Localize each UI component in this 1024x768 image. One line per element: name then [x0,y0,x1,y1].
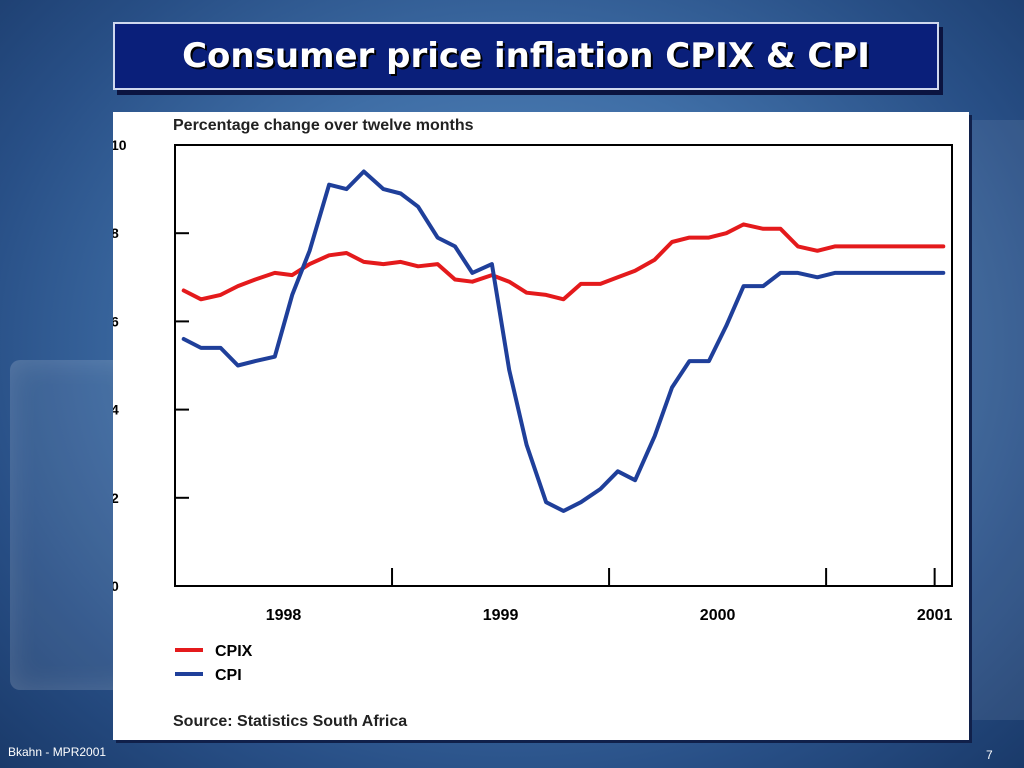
slide-title: Consumer price inflation CPIX & CPI [182,36,870,76]
y-tick-label: 10 [113,137,127,153]
series-line-cpi [181,169,946,513]
series-line-cpix [181,222,946,302]
x-tick-label: 2000 [700,607,736,624]
chart-subtitle: Percentage change over twelve months [173,117,474,134]
y-tick-label: 0 [113,578,119,594]
y-tick-label: 2 [113,490,119,506]
right-edge-decoration [960,120,1024,720]
y-tick-label: 8 [113,225,119,241]
plot-frame [174,144,953,587]
y-tick-label: 4 [113,402,119,418]
footer-author: Bkahn - MPR2001 [8,745,107,759]
slide-title-box: Consumer price inflation CPIX & CPI [113,22,939,90]
x-tick-label: 2001 [917,607,953,624]
chart-axes: 0 2 4 6 8 10 1998 1999 2000 2001 [111,137,953,624]
page-number: 7 [986,748,993,762]
chart-legend: CPIX CPI [175,643,253,684]
chart-source: Source: Statistics South Africa [173,713,407,730]
chart-series [181,169,946,513]
inflation-line-chart: Percentage change over twelve months 0 2 4… [111,117,953,730]
y-tick-label: 6 [113,313,119,329]
x-tick-label: 1998 [266,607,302,624]
chart-panel: Percentage change over twelve months 0 2 4… [111,112,969,740]
legend-label-cpix: CPIX [215,643,253,660]
x-tick-label: 1999 [483,607,519,624]
legend-label-cpi: CPI [215,667,242,684]
